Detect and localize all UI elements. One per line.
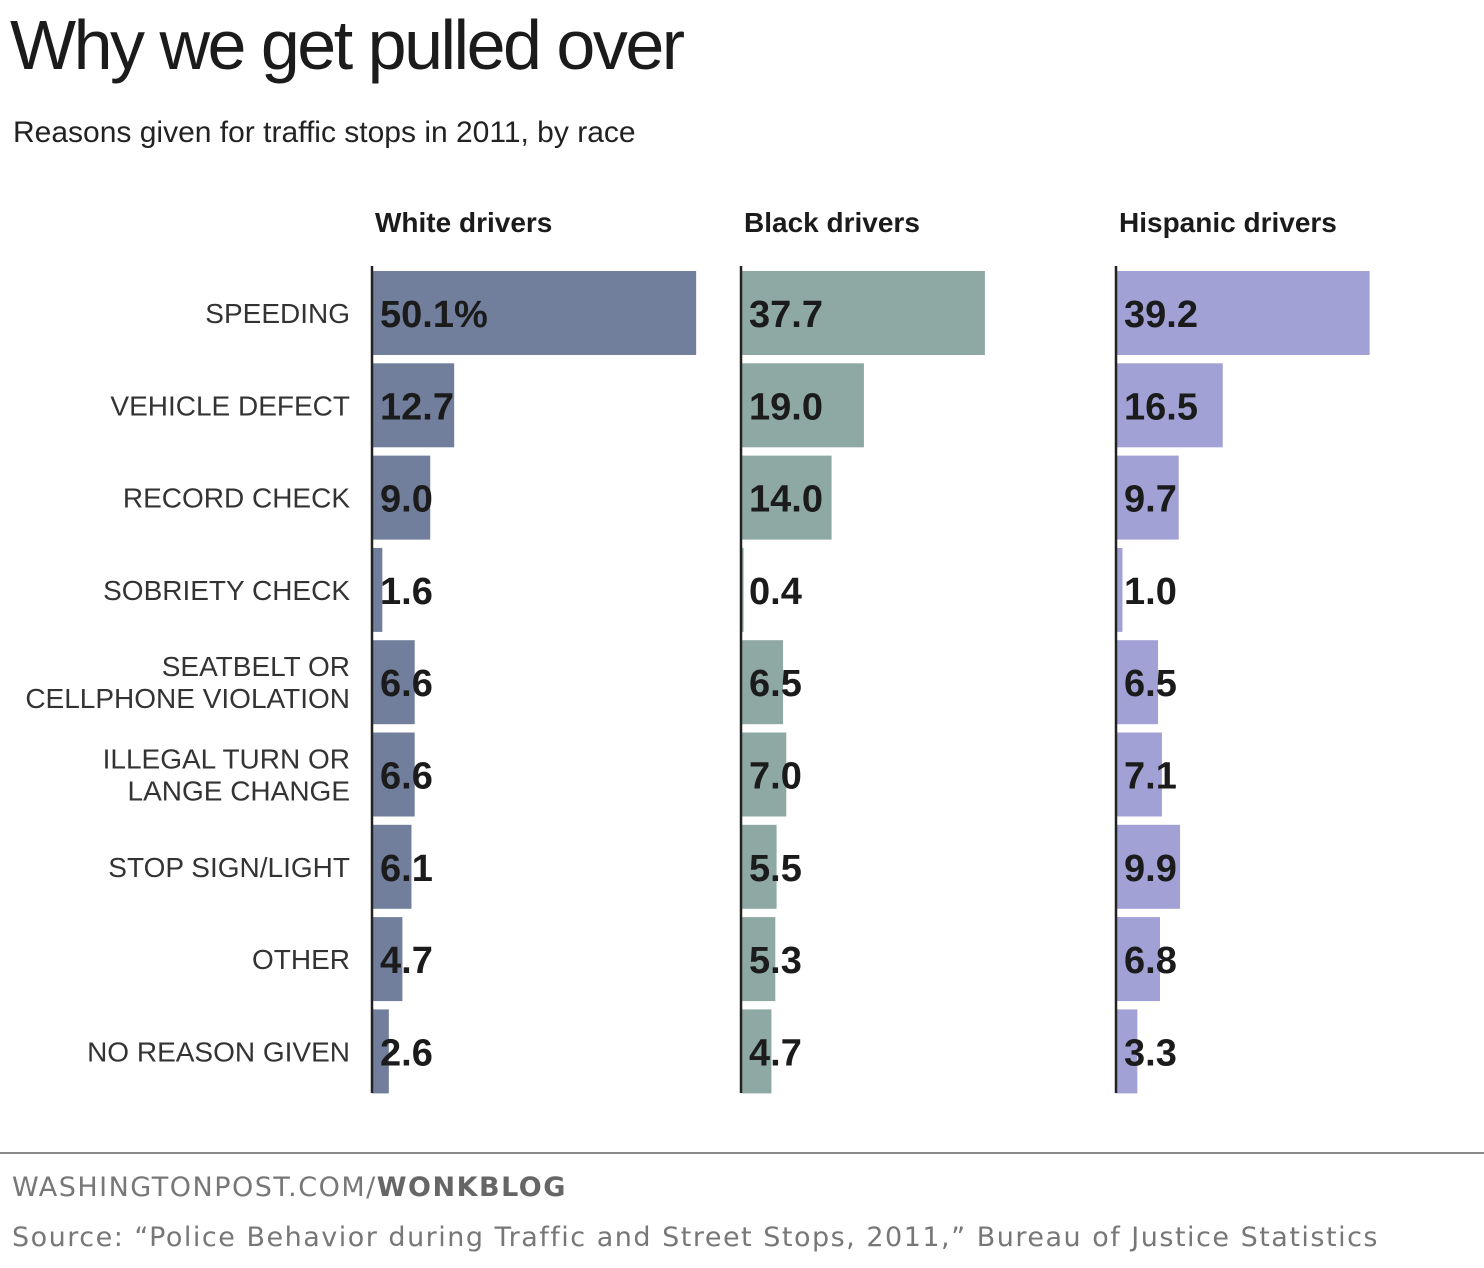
data-label: 19.0 (749, 386, 823, 428)
bar (1116, 640, 1159, 725)
data-label: 6.6 (380, 663, 433, 705)
category-label-line: RECORD CHECK (123, 483, 350, 514)
bar (741, 732, 787, 817)
bar (372, 824, 412, 909)
data-label: 16.5 (1124, 386, 1198, 428)
data-label: 1.6 (380, 571, 433, 613)
category-label: OTHER (252, 944, 350, 975)
chart-title: Why we get pulled over (10, 6, 685, 84)
site-blog-name: WONKBLOG (376, 1172, 567, 1203)
data-label: 7.0 (749, 756, 802, 798)
category-label: NO REASON GIVEN (87, 1036, 350, 1067)
bar (1116, 271, 1370, 355)
bar (372, 363, 455, 448)
bar-chart: SPEEDING VEHICLE DEFECT RECORD CHECK SOBRIE… (25, 207, 1370, 1094)
data-label: 5.5 (749, 848, 802, 890)
category-label-line: VEHICLE DEFECT (110, 390, 350, 421)
data-label: 5.3 (749, 940, 802, 982)
bar (741, 640, 784, 725)
bar (741, 363, 864, 448)
bar (372, 271, 697, 355)
category-label-line: STOP SIGN/LIGHT (108, 852, 350, 883)
data-label: 7.1 (1124, 756, 1177, 798)
chart-subtitle: Reasons given for traffic stops in 2011,… (13, 116, 636, 149)
bar (372, 640, 415, 725)
bar (1116, 363, 1223, 448)
data-label: 6.5 (1124, 663, 1177, 705)
data-label: 37.7 (749, 294, 823, 336)
category-label: RECORD CHECK (123, 483, 350, 514)
data-label: 6.8 (1124, 940, 1177, 982)
category-label: SOBRIETY CHECK (103, 575, 350, 606)
bar (372, 917, 403, 1002)
bar (372, 547, 383, 632)
bar (1116, 732, 1162, 817)
category-label-line: CELLPHONE VIOLATION (25, 683, 350, 714)
data-label: 0.4 (749, 571, 802, 613)
category-label: ILLEGAL TURN OR LANGE CHANGE (103, 744, 350, 807)
data-label: 9.7 (1124, 479, 1177, 521)
site-credit: WASHINGTONPOST.COM/WONKBLOG (12, 1174, 567, 1201)
series-header: Hispanic drivers (1119, 207, 1337, 238)
data-label: 12.7 (380, 386, 454, 428)
category-label-line: SOBRIETY CHECK (103, 575, 350, 606)
bar (1116, 824, 1181, 909)
data-label: 4.7 (749, 1032, 802, 1074)
data-label: 39.2 (1124, 294, 1198, 336)
bar (372, 732, 415, 817)
category-label-line: LANGE CHANGE (128, 776, 351, 807)
bar (741, 1009, 772, 1094)
series-header: Black drivers (744, 207, 920, 238)
bar (741, 271, 985, 355)
data-label: 9.0 (380, 479, 433, 521)
footer-divider (0, 1152, 1484, 1154)
category-label-line: SPEEDING (205, 298, 350, 329)
site-prefix: WASHINGTONPOST.COM/ (12, 1172, 377, 1203)
data-label: 9.9 (1124, 848, 1177, 890)
category-label-line: OTHER (252, 944, 350, 975)
data-label: 2.6 (380, 1032, 433, 1074)
data-label: 3.3 (1124, 1032, 1177, 1074)
bar (741, 547, 744, 632)
bar (372, 455, 431, 540)
category-label-line: SEATBELT OR (162, 651, 350, 682)
data-label: 6.6 (380, 756, 433, 798)
category-label: VEHICLE DEFECT (110, 390, 350, 421)
bar (1116, 547, 1123, 632)
category-label: SEATBELT OR CELLPHONE VIOLATION (25, 651, 350, 714)
source-note: Source: “Police Behavior during Traffic … (12, 1222, 1379, 1253)
bar (741, 824, 777, 909)
data-label: 6.5 (749, 663, 802, 705)
bar (1116, 1009, 1138, 1094)
series-header: White drivers (375, 207, 552, 238)
bar (741, 917, 776, 1002)
category-label-line: NO REASON GIVEN (87, 1036, 350, 1067)
bar (372, 1009, 389, 1094)
category-label: STOP SIGN/LIGHT (108, 852, 350, 883)
data-label: 50.1% (380, 294, 488, 336)
data-label: 1.0 (1124, 571, 1177, 613)
bar (1116, 917, 1160, 1002)
data-label: 14.0 (749, 479, 823, 521)
category-label-line: ILLEGAL TURN OR (103, 744, 350, 775)
bar (1116, 455, 1179, 540)
bar (741, 455, 832, 540)
category-label: SPEEDING (205, 298, 350, 329)
data-label: 6.1 (380, 848, 433, 890)
data-label: 4.7 (380, 940, 433, 982)
